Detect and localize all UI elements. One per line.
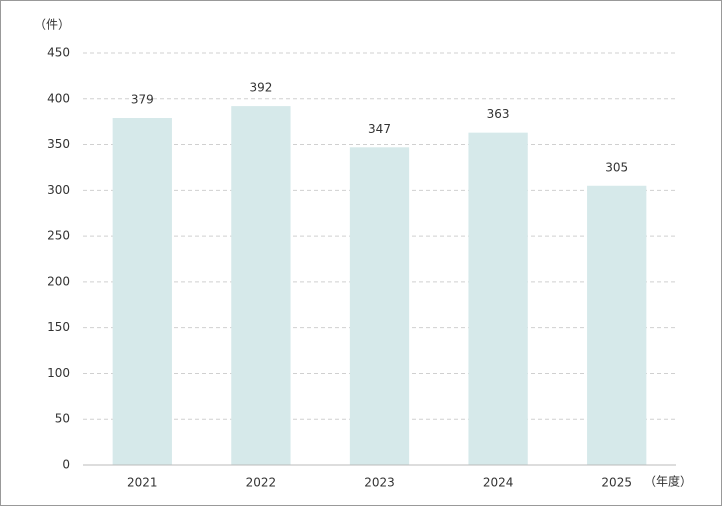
x-tick-label: 2025 bbox=[601, 476, 632, 490]
y-tick-label: 0 bbox=[62, 458, 70, 472]
value-label: 305 bbox=[605, 160, 628, 174]
bar bbox=[468, 132, 528, 466]
y-axis-unit: （件） bbox=[34, 18, 70, 32]
y-tick-label: 350 bbox=[47, 137, 70, 151]
y-tick-label: 400 bbox=[47, 91, 70, 105]
value-label: 392 bbox=[249, 81, 272, 95]
x-tick-label: 2023 bbox=[364, 476, 395, 490]
y-tick-label: 150 bbox=[47, 320, 70, 334]
y-tick-label: 100 bbox=[47, 366, 70, 380]
bar bbox=[349, 147, 410, 465]
bar bbox=[231, 106, 291, 465]
y-tick-label: 50 bbox=[55, 412, 70, 426]
x-tick-label: 2024 bbox=[483, 476, 514, 490]
x-tick-label: 2021 bbox=[127, 476, 158, 490]
value-label: 363 bbox=[487, 107, 510, 121]
value-label: 379 bbox=[131, 93, 154, 107]
bar bbox=[112, 118, 172, 465]
y-tick-label: 450 bbox=[47, 46, 70, 60]
y-tick-label: 250 bbox=[47, 229, 70, 243]
x-axis-unit: （年度） bbox=[644, 474, 692, 489]
value-label: 347 bbox=[368, 122, 391, 136]
y-tick-label: 200 bbox=[47, 274, 70, 288]
bar bbox=[587, 185, 647, 465]
x-tick-label: 2022 bbox=[246, 476, 277, 490]
y-tick-label: 300 bbox=[47, 183, 70, 197]
